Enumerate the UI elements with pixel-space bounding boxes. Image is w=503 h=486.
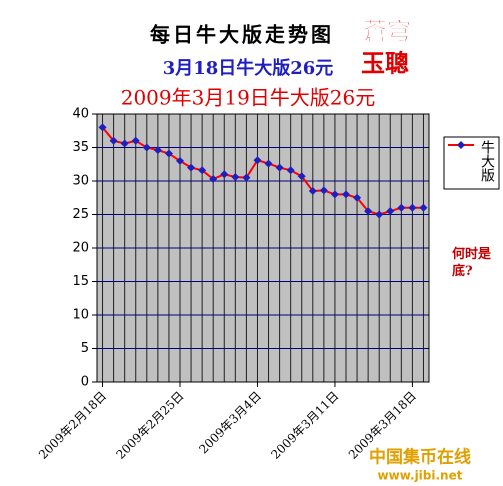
marker [164, 149, 173, 158]
marker [176, 156, 184, 165]
legend-marker [457, 141, 465, 149]
marker [408, 203, 417, 212]
y-tick-label: 40 [72, 107, 89, 122]
x-tick-label: 2009年2月25日 [113, 389, 186, 462]
y-tick-label: 25 [72, 207, 89, 222]
y-tick-label: 10 [72, 308, 89, 323]
marker [308, 187, 317, 196]
marker [286, 166, 295, 175]
marker [187, 163, 196, 172]
watermark: 蒼穹 [363, 17, 411, 46]
watermark: 玉聰 [361, 49, 409, 78]
legend-label: 牛大版 [479, 140, 495, 183]
marker [253, 156, 262, 165]
y-tick-label: 0 [81, 375, 89, 390]
marker [375, 210, 384, 219]
chart-subtitle: 2009年3月19日牛大版26元 [121, 86, 376, 110]
y-tick-label: 20 [72, 241, 89, 256]
marker [397, 203, 406, 212]
x-tick-label: 2009年3月4日 [196, 389, 264, 457]
marker [386, 207, 395, 216]
marker [364, 207, 373, 216]
chart-subtitle: 3月18日牛大版26元 [163, 57, 334, 79]
marker [109, 136, 118, 145]
marker [419, 203, 428, 212]
marker [264, 159, 273, 168]
marker [120, 139, 129, 148]
y-tick-label: 15 [72, 274, 89, 289]
marker [231, 172, 240, 181]
marker [142, 143, 151, 152]
annotation: 何时是底? [452, 247, 492, 279]
y-tick-label: 30 [72, 174, 89, 189]
marker [342, 190, 350, 199]
marker [242, 173, 251, 182]
marker [153, 146, 162, 155]
marker [209, 174, 218, 183]
marker [275, 163, 284, 172]
logo-text: 中国集币在线 [369, 447, 471, 468]
marker [319, 186, 328, 195]
marker [297, 172, 306, 181]
marker [98, 123, 107, 132]
x-tick-label: 2009年3月11日 [268, 389, 341, 462]
marker [353, 193, 362, 202]
plot-border [96, 113, 430, 383]
y-tick-label: 35 [72, 140, 89, 155]
marker [198, 166, 207, 175]
marker [131, 136, 140, 145]
y-tick-label: 5 [81, 341, 89, 356]
marker [220, 170, 229, 179]
marker [330, 190, 339, 199]
chart-title: 每日牛大版走势图 [150, 23, 334, 47]
x-tick-label: 2009年2月18日 [36, 389, 109, 462]
logo-url: www.jibi.net [378, 469, 463, 483]
